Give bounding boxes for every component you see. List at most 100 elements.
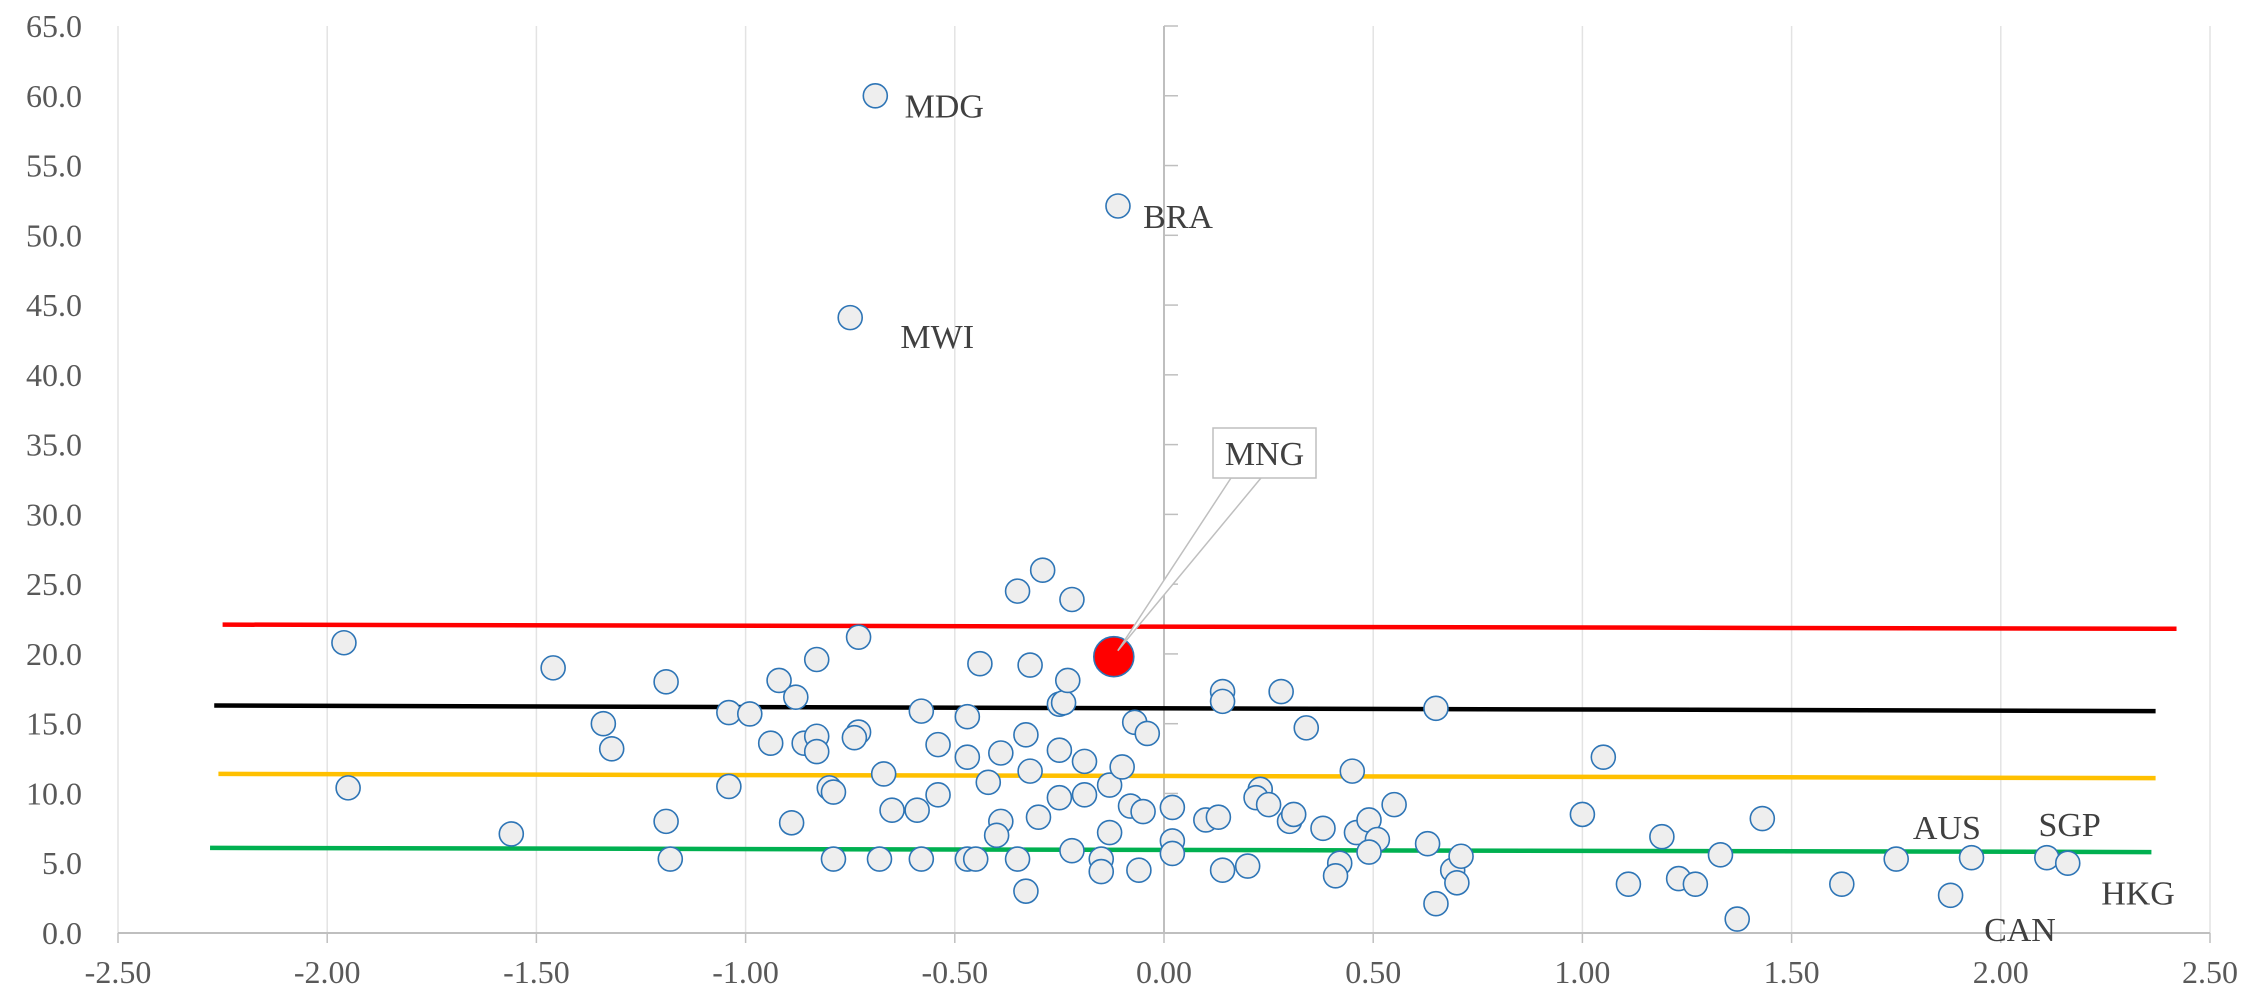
callout-box xyxy=(1212,427,1317,479)
data-point xyxy=(820,846,847,872)
y-tick-label: 0.0 xyxy=(42,915,82,951)
y-tick-label: 35.0 xyxy=(26,427,82,463)
data-point xyxy=(1029,557,1056,584)
x-tick-label: 0.50 xyxy=(1345,954,1401,990)
country-label: CAN xyxy=(1984,912,2056,949)
data-point xyxy=(653,808,679,835)
data-point xyxy=(1071,782,1098,808)
data-point xyxy=(1339,758,1366,784)
data-point xyxy=(1682,871,1709,897)
data-point xyxy=(778,809,805,836)
data-point xyxy=(1109,754,1135,780)
data-point xyxy=(803,738,830,765)
data-point xyxy=(1414,830,1441,857)
data-point xyxy=(962,846,989,872)
data-point xyxy=(1268,678,1294,705)
data-point xyxy=(925,782,951,808)
data-point xyxy=(1356,839,1382,865)
data-point xyxy=(1096,772,1123,798)
data-point xyxy=(954,744,981,770)
x-tick-label: -2.00 xyxy=(294,954,361,990)
callout-label: MNG xyxy=(1225,436,1304,473)
y-tick-label: 15.0 xyxy=(26,706,82,742)
data-point xyxy=(820,779,847,805)
country-label: AUS xyxy=(1913,810,1981,847)
x-tick-label: -2.50 xyxy=(85,954,152,990)
data-point xyxy=(967,650,993,677)
data-point xyxy=(1209,688,1236,715)
data-point xyxy=(1293,715,1320,741)
y-tick-label: 60.0 xyxy=(26,78,82,114)
data-point xyxy=(904,797,930,824)
data-point xyxy=(1958,844,1985,871)
data-point xyxy=(783,684,809,710)
country-label: MWI xyxy=(900,319,974,356)
data-point xyxy=(653,669,679,695)
data-point xyxy=(335,775,361,801)
data-point xyxy=(590,710,617,737)
tick-labels: -2.50 -2.00 -1.50 -1.00 -0.50 0.00 0.50 1.00 1.5… xyxy=(26,8,2238,990)
data-point xyxy=(1050,689,1077,716)
y-tick-label: 20.0 xyxy=(26,636,82,672)
data-point xyxy=(879,797,905,824)
data-point xyxy=(1004,846,1031,872)
country-label: SGP xyxy=(2038,807,2100,844)
data-point xyxy=(1590,744,1617,770)
y-tick-label: 45.0 xyxy=(26,287,82,323)
data-point xyxy=(1209,857,1236,884)
data-point xyxy=(1310,815,1336,842)
x-tick-label: -1.50 xyxy=(503,954,570,990)
data-point xyxy=(1134,720,1161,747)
data-point xyxy=(1025,804,1052,830)
data-point xyxy=(983,822,1010,849)
x-tick-label: 1.50 xyxy=(1764,954,1820,990)
y-tick-label: 50.0 xyxy=(26,217,82,253)
trend-line xyxy=(214,703,2156,714)
data-point xyxy=(841,724,868,751)
data-point xyxy=(1159,794,1186,821)
x-tick-label: 2.50 xyxy=(2182,954,2238,990)
y-tick-label: 55.0 xyxy=(26,148,82,184)
x-tick-label: -1.00 xyxy=(712,954,779,990)
data-point xyxy=(757,730,784,757)
data-point xyxy=(1130,798,1156,825)
data-point xyxy=(1615,871,1642,897)
country-label: MDG xyxy=(905,89,984,126)
data-point xyxy=(954,703,981,730)
data-point xyxy=(1749,805,1776,832)
data-point xyxy=(1004,578,1031,604)
data-point xyxy=(766,667,792,694)
data-point xyxy=(908,846,935,872)
data-point xyxy=(1017,652,1043,678)
data-point xyxy=(908,698,935,724)
data-point xyxy=(736,701,763,727)
data-point xyxy=(498,821,525,847)
y-tick-label: 10.0 xyxy=(26,775,82,811)
data-point xyxy=(1444,869,1470,896)
data-point xyxy=(657,846,684,872)
data-point xyxy=(925,731,951,758)
country-label: HKG xyxy=(2101,876,2175,913)
data-point xyxy=(1883,846,1909,872)
data-point xyxy=(2034,844,2060,871)
x-tick-label: 1.00 xyxy=(1554,954,1610,990)
data-point xyxy=(1059,586,1085,613)
data-point xyxy=(1381,791,1407,818)
x-tick-label: 0.00 xyxy=(1136,954,1192,990)
data-point xyxy=(1046,784,1073,811)
data-point xyxy=(1234,853,1261,879)
data-point xyxy=(1205,804,1232,830)
y-tick-label: 5.0 xyxy=(42,845,82,881)
axes xyxy=(117,25,2211,943)
y-tick-label: 25.0 xyxy=(26,566,82,602)
data-point xyxy=(975,769,1002,796)
data-point xyxy=(845,624,872,650)
data-point xyxy=(1159,840,1186,867)
data-point xyxy=(540,655,566,681)
data-point xyxy=(1280,801,1307,828)
trend-line xyxy=(222,622,2177,632)
data-point xyxy=(1423,890,1449,917)
data-point xyxy=(1059,837,1085,864)
